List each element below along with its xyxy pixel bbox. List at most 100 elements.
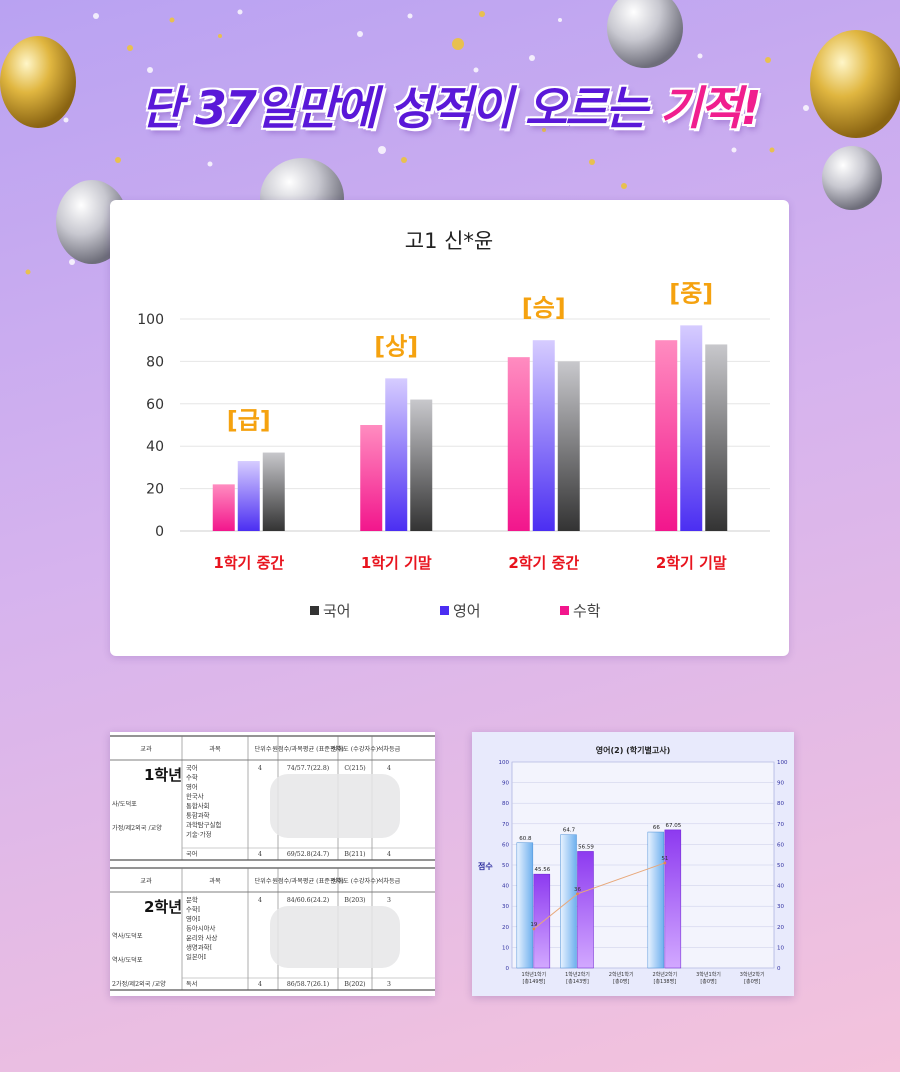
subject-cell: 기술·가정	[186, 830, 212, 839]
silver-balloon-icon	[822, 146, 882, 210]
report-y-tick-left: 20	[502, 925, 509, 931]
report-y-tick-right: 70	[777, 822, 784, 828]
table-header-cell: 단위수	[254, 877, 271, 885]
report-rank-label: 36	[574, 887, 581, 893]
report-y-tick-left: 60	[502, 842, 509, 848]
report-x-tick-label: 1학년1학기	[521, 971, 546, 978]
chart-title: 고1 신*윤	[405, 229, 494, 253]
subject-cell: 윤리와 사상	[186, 933, 218, 942]
report-bar	[664, 829, 682, 969]
report-x-tick-label: 2학년1학기	[609, 971, 634, 978]
legend-swatch	[310, 606, 319, 615]
report-y-tick-right: 40	[777, 884, 784, 890]
headline: 단 37일만에 성적이 오르는 기적!	[0, 72, 900, 138]
subject-cell: 동아시아사	[186, 924, 216, 933]
group-cell: 역사/도덕포	[112, 932, 143, 940]
report-y-tick-left: 70	[502, 822, 509, 828]
legend-swatch	[440, 606, 449, 615]
report-x-tick-label: 3학년2학기	[740, 971, 765, 978]
y-tick-label: 0	[155, 524, 164, 540]
report-y-tick-right: 20	[777, 925, 784, 931]
bar-국어-1	[262, 452, 285, 531]
y-tick-label: 40	[146, 439, 164, 455]
units-cell: 4	[258, 981, 262, 988]
table-header-cell: 단위수	[254, 745, 271, 753]
x-tick-label: 1학기 기말	[361, 554, 432, 572]
report-x-tick-label: [총149명]	[523, 978, 546, 985]
report-bar	[577, 851, 594, 969]
report-x-tick-label: [총138명]	[654, 978, 677, 985]
privacy-blur	[270, 774, 400, 838]
group-cell: 가정/제2외국 /교양	[112, 824, 162, 832]
english-grade-chart: 영어(2) (학기별고사) 0 0 10 10 20 20 30 30 40 40 50 50 60 60 7…	[478, 745, 788, 985]
legend-swatch	[560, 606, 569, 615]
achievement-cell: B(211)	[344, 851, 365, 858]
report-y-tick-left: 90	[502, 781, 509, 787]
score-cell: 84/60.6(24.2)	[287, 897, 329, 904]
grade-cell: 4	[387, 765, 391, 772]
privacy-blur	[270, 906, 400, 968]
group-cell: 역사/도덕포	[112, 956, 143, 964]
subject-cell: 국어	[186, 850, 197, 858]
report-y-tick-left: 0	[506, 966, 510, 972]
report-rank-label: 19	[530, 922, 537, 928]
subject-cell: 국어	[186, 763, 198, 772]
subject-cell: 생명과학Ⅰ	[186, 943, 213, 952]
report-y-tick-left: 100	[499, 760, 510, 766]
grade-badge: [승]	[522, 294, 566, 322]
grade-cell: 3	[387, 981, 391, 988]
report-x-tick-label: 2학년2학기	[652, 971, 677, 978]
report-y-tick-right: 50	[777, 863, 784, 869]
grade-cell: 4	[387, 851, 391, 858]
subject-cell: 문학	[186, 895, 198, 904]
subject-cell: 수학	[186, 773, 198, 782]
x-tick-label: 1학기 중간	[213, 554, 284, 572]
report-y-tick-right: 0	[777, 966, 781, 972]
group-cell: 사/도덕포	[112, 800, 137, 808]
bar-수학-1	[212, 484, 235, 531]
table-header-cell: 석차등급	[378, 877, 401, 885]
report-y-tick-left: 10	[502, 945, 509, 951]
table-header-cell: 과목	[209, 877, 221, 885]
units-cell: 4	[258, 765, 262, 772]
table-header-cell: 석차등급	[378, 745, 401, 753]
report-y-tick-right: 90	[777, 781, 784, 787]
report-card-image: 교과 과목 단위수 원점수/과목평균 (표준편차) 성취도 (수강자수) 석차등급 1학년 국…	[110, 732, 435, 996]
y-tick-label: 80	[146, 354, 164, 370]
table-header-cell: 교과	[140, 745, 152, 753]
subject-cell: 수학Ⅰ	[186, 905, 201, 914]
table-header-cell: 교과	[140, 877, 152, 885]
grade-badge: [상]	[374, 332, 418, 360]
subject-cell: 독서	[186, 980, 197, 988]
y-tick-label: 60	[146, 397, 164, 413]
bar-국어-4	[705, 344, 728, 531]
table-header-cell: 원점수/과목평균 (표준편차)	[272, 745, 344, 753]
score-cell: 74/57.7(22.8)	[287, 765, 329, 772]
grade-badge: [급]	[227, 407, 271, 435]
silver-balloon-icon	[607, 0, 683, 68]
score-bar-chart: 고1 신*윤 0 20 40 60 80 100 1학기 중간 [급] 1학기 기말 [상] 2학기 …	[137, 229, 770, 620]
table-header-cell: 성취도 (수강자수)	[332, 877, 379, 885]
units-cell: 4	[258, 851, 262, 858]
report-x-tick-label: 1학년2학기	[565, 971, 590, 978]
achievement-cell: B(203)	[344, 897, 365, 904]
report-bar-label: 67.05	[665, 823, 681, 829]
report-chart-title: 영어(2) (학기별고사)	[596, 745, 671, 755]
report-y-tick-left: 40	[502, 884, 509, 890]
score-cell: 86/58.7(26.1)	[287, 981, 329, 988]
english-grade-chart-image: 영어(2) (학기별고사) 0 0 10 10 20 20 30 30 40 40 50 50 60 60 7…	[472, 732, 794, 996]
report-x-tick-label: 3학년1학기	[696, 971, 721, 978]
subject-cell: 과학탐구실험	[186, 820, 221, 829]
report-y-label: 점수	[478, 861, 493, 871]
bar-수학-2	[360, 425, 383, 531]
score-cell: 69/52.8(24.7)	[287, 851, 329, 858]
y-tick-label: 20	[146, 482, 164, 498]
report-y-tick-left: 30	[502, 904, 509, 910]
subject-cell: 영어Ⅰ	[186, 914, 201, 923]
report-bar-label: 45.56	[534, 867, 550, 873]
table-header-cell: 과목	[209, 745, 221, 753]
bar-국어-3	[557, 361, 580, 531]
bar-영어-3	[532, 340, 555, 531]
report-y-tick-left: 50	[502, 863, 509, 869]
